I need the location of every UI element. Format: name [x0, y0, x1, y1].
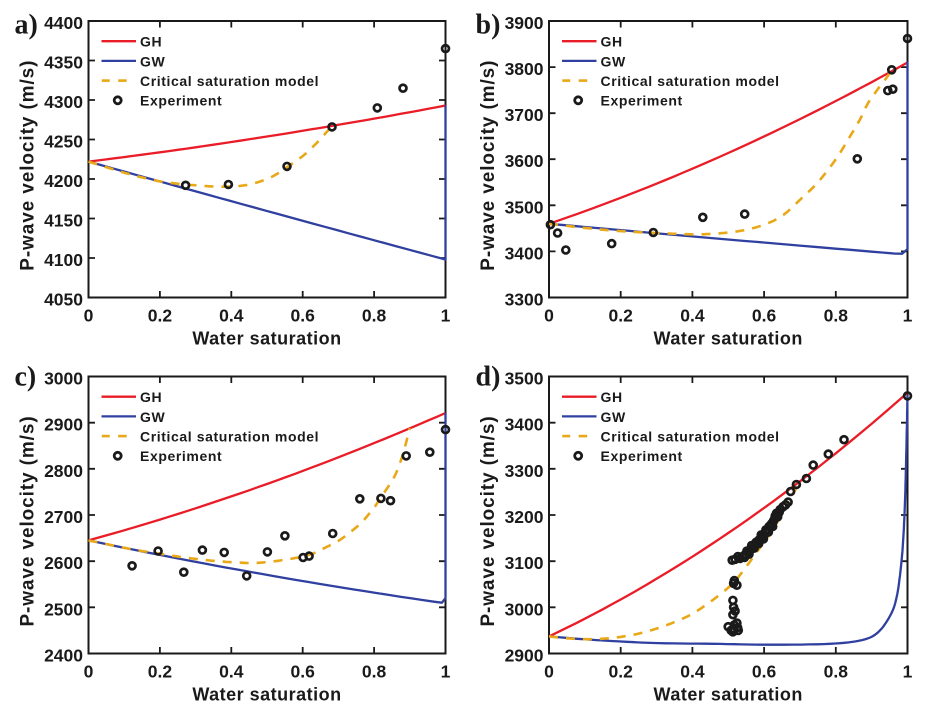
svg-text:Critical saturation model: Critical saturation model — [140, 429, 319, 445]
svg-text:P-wave velocity (m/s): P-wave velocity (m/s) — [478, 415, 499, 626]
svg-text:0.4: 0.4 — [680, 306, 705, 326]
svg-text:0.6: 0.6 — [752, 662, 777, 682]
svg-text:Critical saturation model: Critical saturation model — [140, 73, 319, 89]
svg-text:3700: 3700 — [505, 105, 544, 125]
svg-text:Water saturation: Water saturation — [654, 685, 803, 705]
svg-text:3000: 3000 — [44, 369, 83, 389]
svg-text:2900: 2900 — [44, 415, 83, 435]
svg-text:Critical saturation model: Critical saturation model — [601, 429, 780, 445]
svg-text:Experiment: Experiment — [140, 448, 222, 464]
svg-text:GW: GW — [601, 53, 626, 69]
svg-text:0.8: 0.8 — [362, 662, 387, 682]
svg-text:4250: 4250 — [44, 132, 83, 152]
svg-text:4400: 4400 — [44, 13, 83, 33]
svg-text:0: 0 — [544, 306, 554, 326]
svg-text:3600: 3600 — [505, 151, 544, 171]
svg-text:GH: GH — [601, 389, 623, 405]
svg-text:0: 0 — [544, 662, 554, 682]
svg-text:GW: GW — [140, 53, 165, 69]
svg-text:3000: 3000 — [505, 599, 544, 619]
svg-text:Critical saturation model: Critical saturation model — [601, 73, 780, 89]
svg-text:a): a) — [15, 10, 38, 41]
svg-text:0.2: 0.2 — [609, 306, 634, 326]
svg-text:3800: 3800 — [505, 59, 544, 79]
svg-text:0.4: 0.4 — [219, 306, 244, 326]
svg-text:4100: 4100 — [44, 250, 83, 270]
svg-text:0.8: 0.8 — [824, 306, 849, 326]
svg-text:GW: GW — [140, 409, 165, 425]
svg-text:4200: 4200 — [44, 171, 83, 191]
svg-text:1: 1 — [903, 662, 913, 682]
svg-text:1: 1 — [441, 662, 451, 682]
svg-text:0.2: 0.2 — [609, 662, 634, 682]
svg-text:3300: 3300 — [505, 461, 544, 481]
svg-text:4300: 4300 — [44, 92, 83, 112]
svg-text:3400: 3400 — [505, 415, 544, 435]
svg-text:4050: 4050 — [44, 290, 83, 310]
svg-text:0: 0 — [84, 306, 94, 326]
svg-text:P-wave velocity (m/s): P-wave velocity (m/s) — [18, 60, 39, 271]
svg-text:Experiment: Experiment — [140, 93, 222, 109]
svg-text:2800: 2800 — [44, 461, 83, 481]
svg-text:2600: 2600 — [44, 553, 83, 573]
svg-text:P-wave velocity (m/s): P-wave velocity (m/s) — [18, 415, 39, 626]
svg-text:0.6: 0.6 — [291, 662, 316, 682]
svg-text:Water saturation: Water saturation — [192, 685, 341, 705]
svg-text:0.4: 0.4 — [219, 662, 244, 682]
svg-text:GH: GH — [140, 34, 162, 50]
svg-text:3500: 3500 — [505, 197, 544, 217]
svg-text:2900: 2900 — [505, 646, 544, 666]
svg-text:d): d) — [476, 362, 501, 393]
svg-text:0.8: 0.8 — [824, 662, 849, 682]
svg-text:2400: 2400 — [44, 646, 83, 666]
svg-text:3100: 3100 — [505, 553, 544, 573]
svg-text:3300: 3300 — [505, 290, 544, 310]
svg-text:Experiment: Experiment — [601, 93, 683, 109]
svg-text:0: 0 — [84, 662, 94, 682]
svg-text:2500: 2500 — [44, 599, 83, 619]
svg-text:0.6: 0.6 — [291, 306, 316, 326]
svg-text:GW: GW — [601, 409, 626, 425]
svg-text:P-wave velocity (m/s): P-wave velocity (m/s) — [478, 60, 499, 271]
svg-text:0.6: 0.6 — [752, 306, 777, 326]
svg-text:3900: 3900 — [505, 13, 544, 33]
svg-text:Water saturation: Water saturation — [654, 329, 803, 349]
svg-text:3200: 3200 — [505, 507, 544, 527]
svg-text:Water saturation: Water saturation — [192, 329, 341, 349]
svg-text:GH: GH — [140, 389, 162, 405]
svg-text:4350: 4350 — [44, 53, 83, 73]
svg-text:3500: 3500 — [505, 369, 544, 389]
svg-text:3400: 3400 — [505, 243, 544, 263]
svg-text:Experiment: Experiment — [601, 448, 683, 464]
svg-text:0.2: 0.2 — [148, 306, 173, 326]
svg-text:0.8: 0.8 — [362, 306, 387, 326]
svg-text:0.2: 0.2 — [148, 662, 173, 682]
svg-text:GH: GH — [601, 34, 623, 50]
svg-text:0.4: 0.4 — [680, 662, 705, 682]
svg-text:b): b) — [476, 10, 501, 41]
svg-text:c): c) — [15, 362, 37, 393]
svg-text:4150: 4150 — [44, 211, 83, 231]
svg-text:2700: 2700 — [44, 507, 83, 527]
svg-text:1: 1 — [441, 306, 451, 326]
svg-text:1: 1 — [903, 306, 913, 326]
